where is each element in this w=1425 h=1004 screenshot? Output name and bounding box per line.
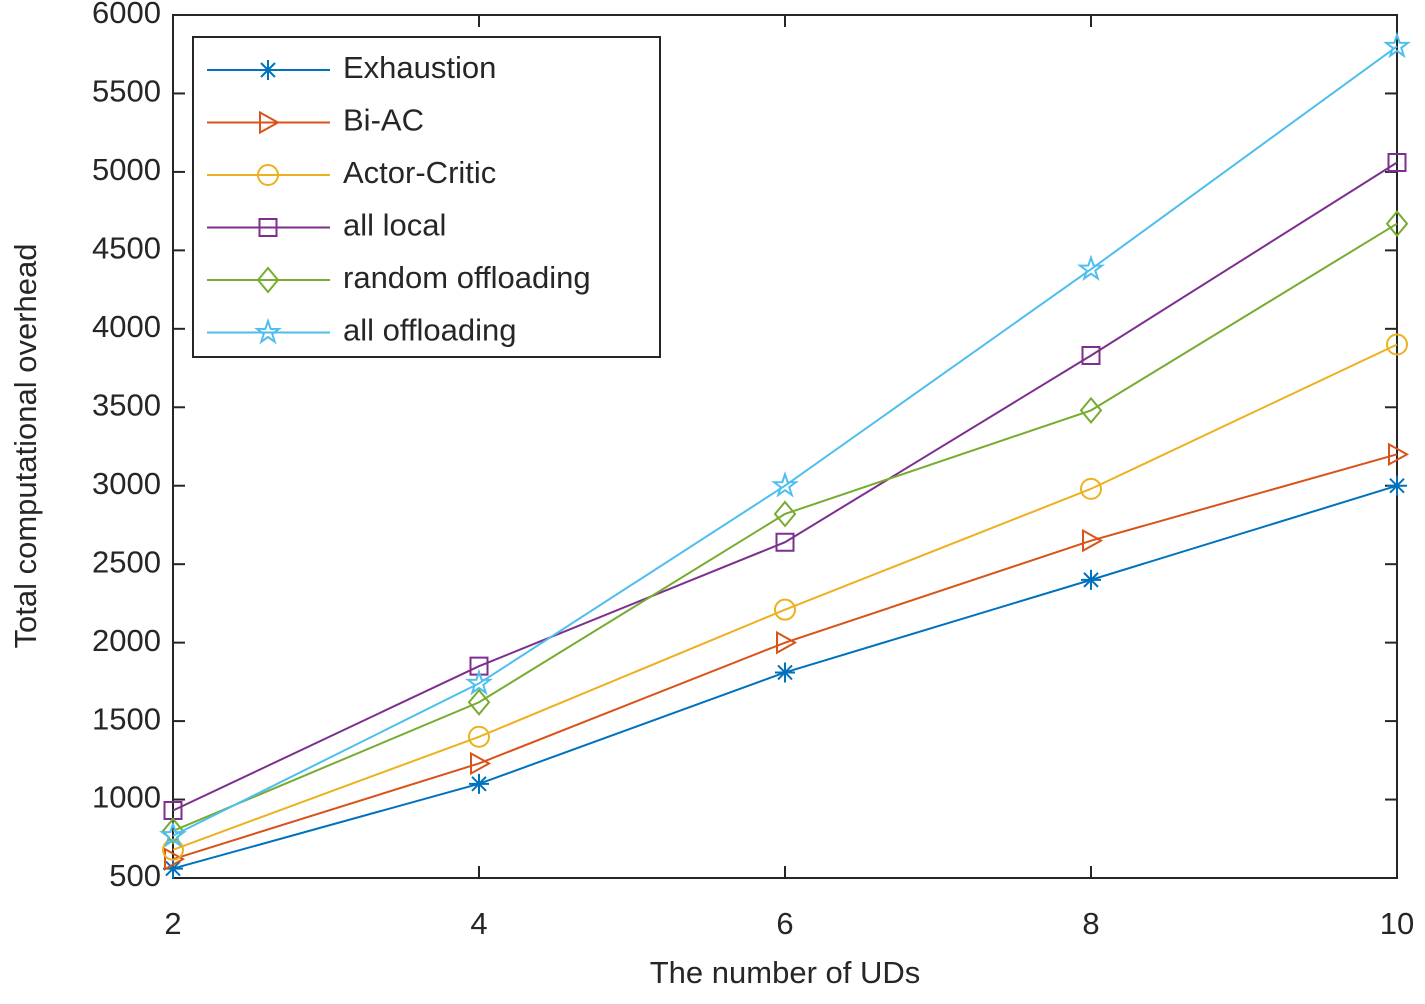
marker (1079, 396, 1103, 424)
x-tick-label: 8 (1082, 906, 1099, 941)
marker (467, 688, 491, 716)
marker (469, 656, 489, 676)
series-line (172, 453, 1398, 861)
legend-label: Actor-Critic (343, 155, 496, 190)
marker (161, 817, 185, 845)
legend-marker (254, 317, 282, 345)
legend-label: all local (343, 208, 446, 243)
legend-label: random offloading (343, 260, 591, 295)
marker (163, 858, 183, 879)
x-tick-label: 2 (164, 906, 181, 941)
y-tick-label: 4000 (92, 309, 161, 344)
y-axis-label: Total computational overhead (8, 244, 43, 649)
y-tick-label: 5000 (92, 152, 161, 187)
marker (470, 751, 492, 776)
marker (467, 725, 491, 748)
legend-marker (256, 164, 280, 186)
marker (465, 668, 493, 696)
y-tick-label: 5500 (92, 74, 161, 109)
legend-marker (256, 266, 280, 294)
legend-marker (258, 218, 278, 237)
marker (164, 847, 186, 871)
marker (1385, 333, 1409, 356)
series-line (172, 222, 1398, 832)
marker (1081, 345, 1101, 365)
x-tick-label: 4 (470, 906, 487, 941)
marker (1081, 569, 1101, 590)
marker (1383, 31, 1411, 59)
legend-marker (259, 110, 281, 135)
marker (1387, 152, 1407, 172)
marker (776, 630, 798, 655)
series-line (172, 161, 1398, 812)
marker (1385, 210, 1409, 238)
y-tick-label: 4500 (92, 231, 161, 266)
y-tick-label: 2500 (92, 544, 161, 579)
marker (773, 598, 797, 621)
y-tick-label: 500 (109, 858, 161, 893)
marker (771, 471, 799, 498)
marker (1079, 477, 1103, 500)
y-tick-label: 3000 (92, 466, 161, 501)
x-tick-label: 10 (1380, 906, 1414, 941)
marker (1082, 528, 1104, 553)
series-line (172, 45, 1398, 837)
x-axis-label: The number of UDs (650, 955, 921, 990)
legend-marker (258, 60, 278, 80)
y-tick-label: 1500 (92, 701, 161, 736)
legend-label: Exhaustion (343, 50, 496, 85)
legend-label: Bi-AC (343, 103, 424, 138)
series-line (172, 343, 1398, 851)
marker (163, 801, 183, 821)
y-tick-label: 1000 (92, 780, 161, 815)
marker (159, 821, 187, 848)
marker (1077, 254, 1105, 282)
y-tick-label: 2000 (92, 623, 161, 658)
x-tick-label: 6 (776, 906, 793, 941)
legend-box (192, 36, 661, 358)
marker (775, 532, 795, 552)
y-tick-label: 3500 (92, 387, 161, 422)
marker (1388, 442, 1410, 467)
y-tick-label: 6000 (92, 0, 161, 30)
marker (775, 662, 795, 683)
marker (1387, 475, 1407, 496)
marker (469, 773, 489, 794)
legend-label: all offloading (343, 313, 517, 348)
marker (773, 500, 797, 528)
